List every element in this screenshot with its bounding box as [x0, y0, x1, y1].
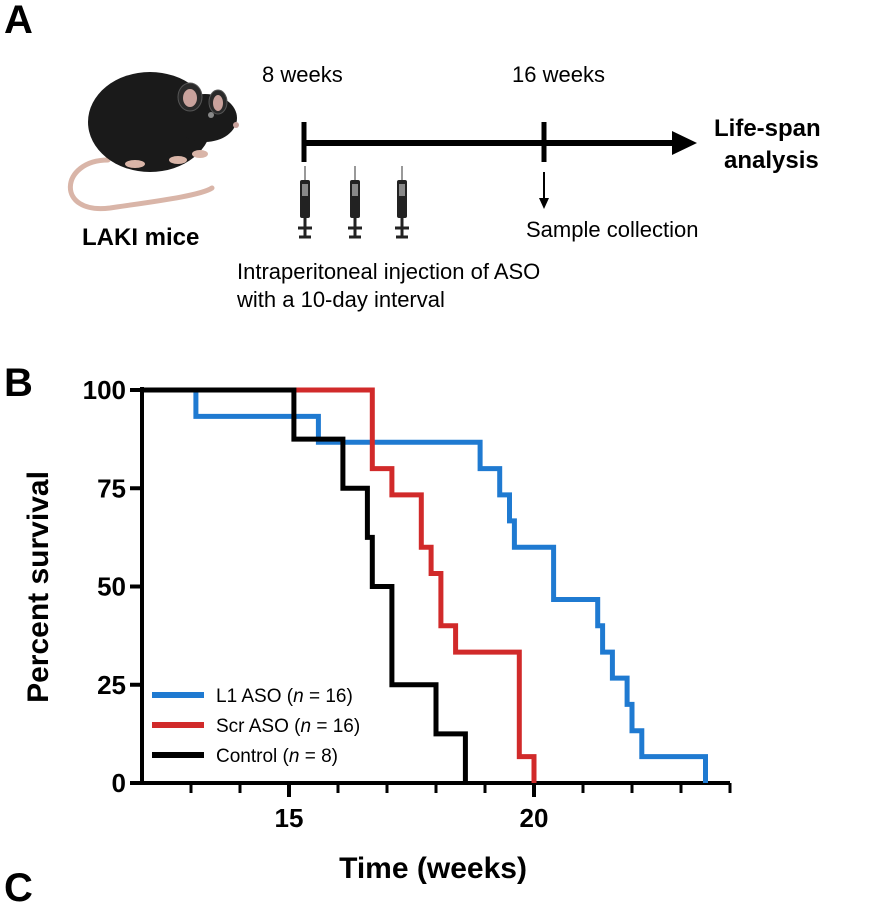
survival-curve-1: [142, 387, 708, 783]
timeline-arrowhead: [672, 131, 697, 155]
survival-curve-2: [142, 387, 537, 783]
mouse-foot-3: [192, 150, 208, 158]
mouse-foot-2: [169, 156, 187, 164]
timeline: [301, 122, 697, 209]
y-tick-label: 25: [97, 670, 126, 700]
x-axis-label: Time (weeks): [339, 852, 527, 885]
endpoint-label-line1: Life-span: [714, 115, 821, 142]
legend-label: Scr ASO (n = 16): [216, 716, 360, 737]
mouse-icon: [68, 72, 239, 212]
injection-label-line2: with a 10-day interval: [237, 287, 445, 312]
sample-arrowhead: [539, 198, 549, 209]
mouse-eye: [208, 112, 214, 118]
mouse-ear-inner: [183, 89, 197, 107]
endpoint-label-line2: analysis: [724, 147, 819, 174]
mouse-illustration: [68, 72, 697, 239]
x-tick-label: 15: [275, 803, 304, 833]
time-start-label: 8 weeks: [262, 62, 343, 87]
syringe-icon-1: [298, 166, 312, 239]
y-tick-label: 75: [97, 473, 126, 503]
y-tick-label: 100: [83, 375, 126, 405]
y-axis-label: Percent survival: [22, 471, 55, 703]
sample-collection-label: Sample collection: [526, 217, 699, 242]
survival-chart: 0 25 50 75 100 15 20 L1 ASO (n = 16) Scr ASO (n…: [22, 375, 732, 885]
panel-label-b: B: [4, 361, 33, 405]
mouse-label: LAKI mice: [82, 224, 200, 251]
mouse-ear-inner-2: [213, 95, 223, 111]
mouse-tail: [68, 157, 215, 212]
legend-label: L1 ASO (n = 16): [216, 686, 353, 707]
legend-label: Control (n = 8): [216, 746, 338, 767]
y-tick-label: 0: [112, 768, 126, 798]
mouse-foot-1: [125, 160, 145, 168]
mouse-nose: [233, 122, 239, 128]
injection-label-line1: Intraperitoneal injection of ASO: [237, 259, 541, 284]
time-mid-label: 16 weeks: [512, 62, 605, 87]
x-tick-label: 20: [520, 803, 549, 833]
panel-label-a: A: [4, 0, 33, 42]
survival-curve-3: [142, 387, 468, 783]
syringe-icon-3: [395, 166, 409, 239]
syringe-icon-2: [348, 166, 362, 239]
y-tick-label: 50: [97, 572, 126, 602]
